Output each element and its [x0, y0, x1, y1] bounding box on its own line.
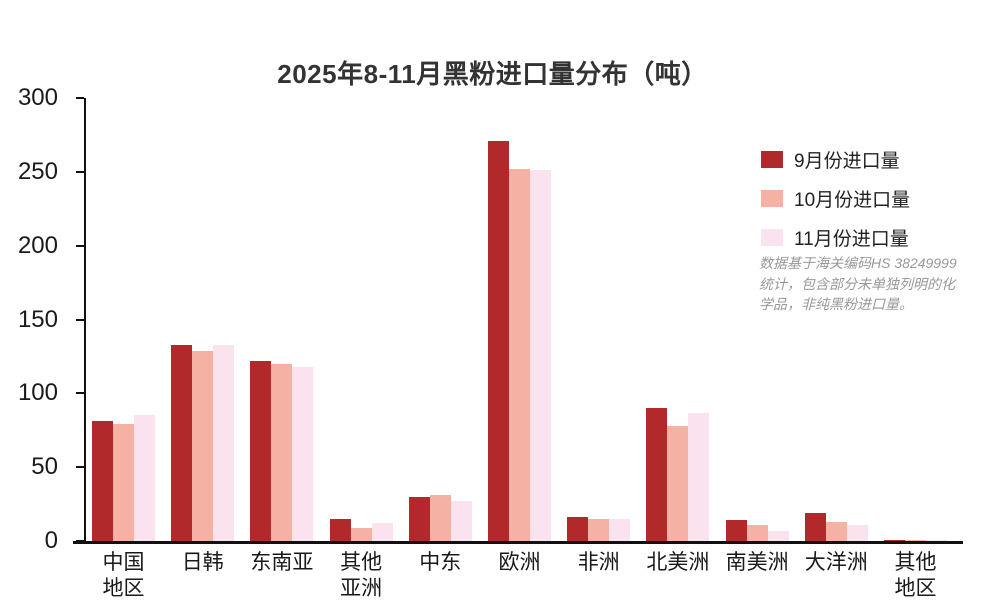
- y-tick-200: [76, 244, 84, 247]
- bar-s1-其他亚洲: [350, 527, 372, 541]
- bar-s2-北美洲: [688, 412, 710, 541]
- bar-s1-东南亚: [271, 363, 293, 541]
- y-tick-label-150: 150: [17, 305, 58, 333]
- bar-s0-东南亚: [250, 360, 272, 541]
- bar-s2-中国地区: [134, 415, 155, 541]
- bar-s0-其他地区: [884, 539, 905, 541]
- bar-s0-大洋洲: [804, 512, 826, 541]
- x-tick-label-大洋洲: 大洋洲: [804, 551, 868, 574]
- y-tick-label-250: 250: [17, 157, 58, 185]
- y-tick-250: [76, 170, 84, 173]
- bar-s2-东南亚: [292, 366, 314, 541]
- bar-s2-其他亚洲: [371, 523, 393, 541]
- bar-s1-大洋洲: [825, 521, 847, 541]
- y-tick-150: [76, 318, 84, 321]
- bar-s1-北美洲: [667, 425, 689, 541]
- x-axis-line: [73, 541, 963, 544]
- bar-s1-其他地区: [905, 539, 926, 541]
- bar-s1-南美洲: [746, 524, 768, 541]
- legend-label-0: 9月份进口量: [794, 151, 900, 172]
- y-tick-50: [76, 466, 84, 469]
- bar-s1-中国地区: [113, 424, 134, 541]
- legend-label-1: 10月份进口量: [794, 190, 911, 211]
- bar-s0-日韩: [171, 344, 193, 541]
- x-tick-label-其他亚洲: 其他 亚洲: [340, 551, 383, 600]
- y-axis-line: [84, 98, 86, 544]
- x-tick-label-非洲: 非洲: [577, 551, 620, 574]
- x-tick-label-欧洲: 欧洲: [498, 551, 541, 574]
- bar-s0-中国地区: [92, 421, 113, 541]
- bar-s0-欧洲: [488, 140, 509, 541]
- bar-s1-非洲: [588, 518, 610, 541]
- bar-s0-中东: [408, 496, 430, 541]
- legend-swatch-icon-0: [761, 151, 783, 168]
- bar-s0-非洲: [567, 517, 589, 541]
- legend-item-1: 10月份进口量: [761, 185, 910, 212]
- bar-s0-其他亚洲: [329, 518, 351, 541]
- x-tick-label-其他地区: 其他 地区: [894, 551, 937, 600]
- legend-swatch-icon-2: [761, 229, 783, 246]
- bar-s2-大洋洲: [846, 524, 868, 541]
- bar-s2-日韩: [213, 344, 235, 541]
- legend-swatch-icon-1: [761, 190, 783, 207]
- y-tick-label-300: 300: [17, 84, 58, 111]
- x-tick-label-东南亚: 东南亚: [250, 551, 314, 574]
- bar-s0-南美洲: [725, 520, 747, 541]
- x-tick-label-中东: 中东: [419, 551, 462, 574]
- x-tick-label-日韩: 日韩: [181, 551, 224, 574]
- bar-s2-非洲: [609, 518, 631, 541]
- legend-item-0: 9月份进口量: [761, 146, 910, 173]
- y-tick-label-0: 0: [44, 527, 58, 554]
- legend-label-2: 11月份进口量: [794, 229, 909, 250]
- bar-s2-其他地区: [926, 540, 947, 541]
- y-tick-label-100: 100: [17, 379, 58, 407]
- bar-s1-日韩: [192, 350, 214, 541]
- bar-s1-欧洲: [509, 168, 530, 541]
- y-tick-0: [76, 540, 84, 542]
- legend-item-2: 11月份进口量: [761, 224, 910, 251]
- y-tick-label-50: 50: [31, 453, 58, 481]
- bar-s2-中东: [450, 501, 472, 541]
- bar-s2-欧洲: [530, 170, 551, 541]
- x-tick-label-南美洲: 南美洲: [725, 551, 789, 574]
- chart-title: 2025年8-11月黑粉进口量分布（吨）: [277, 59, 708, 89]
- x-tick-label-中国地区: 中国 地区: [102, 551, 145, 600]
- bar-s1-中东: [429, 495, 451, 541]
- bar-s2-南美洲: [767, 530, 789, 541]
- bar-s0-北美洲: [646, 408, 668, 541]
- legend: 9月份进口量 10月份进口量 11月份进口量: [761, 146, 910, 263]
- y-tick-100: [76, 392, 84, 395]
- y-tick-300: [76, 97, 84, 99]
- y-tick-label-200: 200: [17, 231, 58, 259]
- x-tick-label-北美洲: 北美洲: [646, 551, 710, 574]
- annotation-text: 数据基于海关编码HS 38249999统计，包含部分未单独列明的化学品，非纯黑粉…: [759, 255, 957, 312]
